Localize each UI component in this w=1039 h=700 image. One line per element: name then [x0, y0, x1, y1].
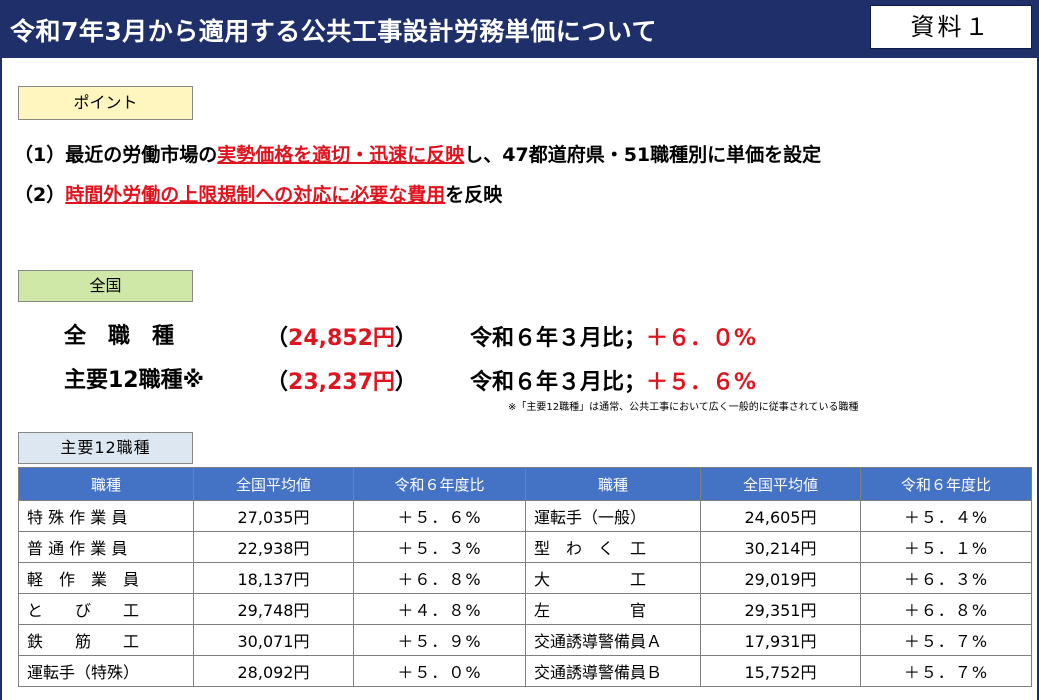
- header-ratio-left: 令和６年度比: [353, 467, 526, 501]
- ratio-cell: ＋５．６%: [353, 500, 526, 532]
- average-cell: 29,019円: [700, 562, 861, 594]
- occupation-cell: 左 官: [525, 593, 701, 625]
- ratio-cell: ＋６．８%: [860, 593, 1032, 625]
- ratio-cell: ＋５．９%: [353, 624, 526, 656]
- main12-close-paren: ）: [394, 370, 417, 395]
- header-ratio-right: 令和６年度比: [860, 467, 1032, 501]
- ratio-cell: ＋６．３%: [860, 562, 1032, 594]
- occupation-cell: 軽 作 業 員: [18, 562, 194, 594]
- main12-occupations-name: 主要12職種※: [64, 368, 205, 393]
- occupation-cell: 交通誘導警備員Ｂ: [525, 655, 701, 687]
- main12-section-label: 主要12職種: [18, 432, 193, 464]
- occupation-cell: と び 工: [18, 593, 194, 625]
- table-row: 普 通 作 業 員 22,938円 ＋５．３% 型 わ く 工 30,214円 …: [18, 531, 1032, 563]
- table-row: 鉄 筋 工 30,071円 ＋５．９% 交通誘導警備員Ａ 17,931円 ＋５．…: [18, 624, 1032, 656]
- ratio-cell: ＋５．７%: [860, 624, 1032, 656]
- main12-occupations-value: （23,237円）: [266, 364, 417, 396]
- occupation-cell: 特 殊 作 業 員: [18, 500, 194, 532]
- average-cell: 24,605円: [700, 500, 861, 532]
- ratio-cell: ＋５．１%: [860, 531, 1032, 563]
- all-occupations-value: （24,852円）: [266, 320, 417, 352]
- table-row: 特 殊 作 業 員 27,035円 ＋５．６% 運転手（一般） 24,605円 …: [18, 500, 1032, 532]
- all-occupations-name: 全 職 種: [64, 324, 175, 349]
- main12-footnote: ※「主要12職種」は通常、公共工事において広く一般的に従事されている職種: [508, 402, 859, 413]
- average-cell: 15,752円: [700, 655, 861, 687]
- point-line-1-highlight: 実勢価格を適切・迅速に反映: [217, 144, 465, 166]
- main12-change-value: ＋５．６%: [646, 370, 757, 395]
- all-change-value: ＋６．０%: [646, 326, 757, 351]
- average-cell: 17,931円: [700, 624, 861, 656]
- all-occupations-comparison: 令和６年３月比；＋６．０%: [470, 320, 756, 352]
- header-occupation-right: 職種: [525, 467, 701, 501]
- header-occupation-left: 職種: [18, 467, 194, 501]
- main12-rate-table: 職種 全国平均値 令和６年度比 職種 全国平均値 令和６年度比 特 殊 作 業 …: [18, 467, 1032, 687]
- ratio-cell: ＋５．７%: [860, 655, 1032, 687]
- occupation-cell: 普 通 作 業 員: [18, 531, 194, 563]
- all-occupations-amount: 24,852円: [288, 326, 395, 351]
- ratio-cell: ＋５．３%: [353, 531, 526, 563]
- main12-compare-label: 令和６年３月比；: [470, 370, 647, 395]
- table-row: 運転手（特殊） 28,092円 ＋５．０% 交通誘導警備員Ｂ 15,752円 ＋…: [18, 655, 1032, 687]
- document-label: 資料１: [870, 5, 1032, 49]
- main12-occupations-amount: 23,237円: [288, 370, 395, 395]
- average-cell: 30,214円: [700, 531, 861, 563]
- occupation-cell: 交通誘導警備員Ａ: [525, 624, 701, 656]
- average-cell: 30,071円: [193, 624, 354, 656]
- point-line-1-post: し、47都道府県・51職種別に単価を設定: [464, 144, 822, 166]
- point-line-1-number: （1）: [14, 144, 66, 166]
- average-cell: 28,092円: [193, 655, 354, 687]
- point-line-1: （1）最近の労働市場の実勢価格を適切・迅速に反映し、47都道府県・51職種別に単…: [14, 140, 821, 167]
- ratio-cell: ＋５．０%: [353, 655, 526, 687]
- point-section-label: ポイント: [18, 86, 193, 120]
- table-row: 軽 作 業 員 18,137円 ＋６．８% 大 工 29,019円 ＋６．３%: [18, 562, 1032, 594]
- point-line-2-number: （2）: [14, 184, 66, 206]
- occupation-cell: 鉄 筋 工: [18, 624, 194, 656]
- average-cell: 22,938円: [193, 531, 354, 563]
- point-line-2: （2）時間外労働の上限規制への対応に必要な費用を反映: [14, 180, 502, 207]
- point-line-2-highlight: 時間外労働の上限規制への対応に必要な費用: [65, 184, 446, 206]
- occupation-cell: 運転手（一般）: [525, 500, 701, 532]
- ratio-cell: ＋６．８%: [353, 562, 526, 594]
- table-row: と び 工 29,748円 ＋４．８% 左 官 29,351円 ＋６．８%: [18, 593, 1032, 625]
- point-line-1-pre: 最近の労働市場の: [65, 144, 218, 166]
- table-header-row: 職種 全国平均値 令和６年度比 職種 全国平均値 令和６年度比: [18, 467, 1032, 501]
- ratio-cell: ＋４．８%: [353, 593, 526, 625]
- occupation-cell: 大 工: [525, 562, 701, 594]
- national-section-label: 全国: [18, 270, 193, 302]
- main12-occupations-comparison: 令和６年３月比；＋５．６%: [470, 364, 756, 396]
- frame-right-border: [1037, 58, 1039, 700]
- average-cell: 29,748円: [193, 593, 354, 625]
- all-compare-label: 令和６年３月比；: [470, 326, 647, 351]
- occupation-cell: 運転手（特殊）: [18, 655, 194, 687]
- ratio-cell: ＋５．４%: [860, 500, 1032, 532]
- main12-open-paren: （: [266, 370, 289, 395]
- occupation-cell: 型 わ く 工: [525, 531, 701, 563]
- header-average-right: 全国平均値: [700, 467, 861, 501]
- page-title: 令和7年3月から適用する公共工事設計労務単価について: [10, 17, 658, 46]
- all-open-paren: （: [266, 326, 289, 351]
- header-bar: 令和7年3月から適用する公共工事設計労務単価について 資料１: [0, 0, 1039, 58]
- average-cell: 27,035円: [193, 500, 354, 532]
- average-cell: 18,137円: [193, 562, 354, 594]
- frame-left-border: [0, 58, 2, 700]
- header-average-left: 全国平均値: [193, 467, 354, 501]
- point-line-2-post: を反映: [445, 184, 503, 206]
- all-close-paren: ）: [394, 326, 417, 351]
- average-cell: 29,351円: [700, 593, 861, 625]
